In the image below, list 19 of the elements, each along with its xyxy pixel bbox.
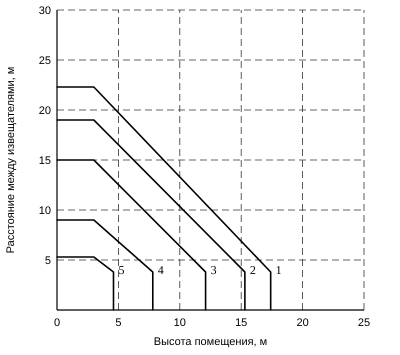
y-tick-label: 20 [38, 105, 51, 117]
x-axis-title: Высота помещения, м [154, 336, 268, 348]
y-tick-label: 15 [38, 155, 51, 167]
x-tick-label: 5 [115, 317, 122, 329]
y-axis-title: Расстояние между извещателями, м [5, 66, 17, 254]
series-label: 1 [276, 263, 282, 277]
y-tick-label: 25 [38, 55, 51, 67]
y-tick-label: 10 [38, 205, 51, 217]
x-tick-label: 20 [296, 317, 309, 329]
x-tick-label: 0 [54, 317, 60, 329]
y-tick-label: 30 [38, 5, 51, 17]
series-label: 3 [210, 263, 217, 277]
series-label: 2 [250, 263, 256, 277]
series-label: 5 [118, 263, 124, 277]
x-tick-label: 25 [358, 317, 370, 329]
x-tick-label: 10 [174, 317, 186, 329]
x-tick-label: 15 [235, 317, 248, 329]
series-label: 4 [158, 263, 164, 277]
y-tick-label: 5 [44, 255, 51, 267]
